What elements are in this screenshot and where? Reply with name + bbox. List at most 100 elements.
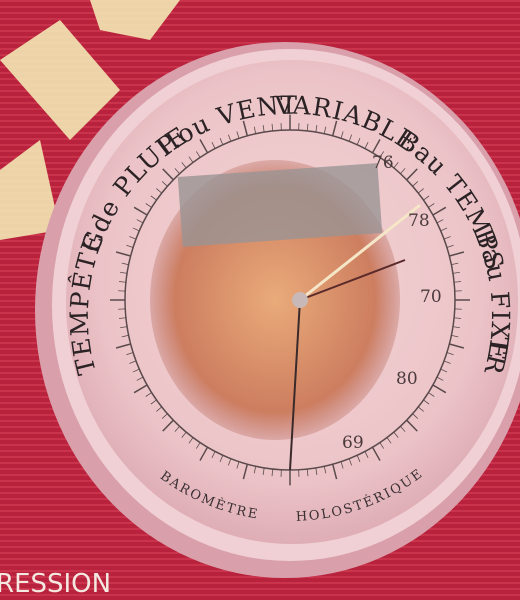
tick [126,352,134,356]
tick [371,446,381,461]
tick [195,151,201,158]
tick [454,281,462,283]
hub [292,292,308,308]
tick [253,126,257,134]
tick [356,137,361,145]
tick [423,399,430,405]
scale-number: 76 [372,153,394,173]
tick [162,419,174,432]
tick [432,384,447,394]
tick [348,458,353,466]
tick [145,203,152,208]
tick [340,461,344,469]
tick [129,360,137,364]
tick [129,236,137,240]
poster-shape [0,20,120,140]
tick [406,419,418,432]
tick [323,126,327,134]
tick [400,168,406,174]
poster-shape [0,140,60,240]
tick [315,124,318,133]
tick [371,139,381,154]
tick [443,236,451,240]
tick [211,451,216,459]
tick [306,468,309,477]
tick [156,188,163,194]
tick [132,368,140,373]
tick [199,139,209,154]
tick [120,271,128,274]
tick [443,360,451,364]
tick [323,466,327,474]
tick [219,137,224,145]
tick [446,352,454,356]
tick [242,120,249,137]
tick [118,317,126,319]
tick [417,188,424,194]
caption: RESSION [0,569,111,599]
tick [379,442,385,449]
tick [386,156,392,163]
tick [227,458,232,466]
tick [133,384,148,394]
tick [449,251,465,257]
tick [262,124,265,133]
tick [417,406,424,412]
tick [406,168,418,181]
tick [126,244,134,248]
tick [379,151,385,158]
tick [340,131,344,139]
tick [253,466,257,474]
tick [161,181,168,187]
scale-number: 70 [420,287,442,307]
tick [145,392,152,397]
tick [432,206,447,216]
tick [133,206,148,216]
tick [436,376,444,381]
tick [227,134,232,142]
tick [386,437,392,444]
tick [236,131,240,139]
tick [315,467,318,476]
tick [436,219,444,224]
tick [219,455,224,463]
tick [136,219,144,224]
tick [121,262,129,266]
set-hand [299,259,406,301]
tick [118,281,126,283]
scale-number: 78 [408,211,430,231]
tick [452,271,460,274]
tick [115,343,131,349]
tick [242,463,249,480]
tick [428,392,435,397]
tick [356,455,361,463]
poster-shape [90,0,180,40]
tick [454,317,462,319]
tick [400,426,406,432]
tick [451,262,459,266]
tick [199,446,209,461]
tick [156,406,163,412]
tick [440,368,448,373]
tick [150,399,157,405]
tick [161,413,168,419]
needle [299,203,421,302]
tick [181,162,187,169]
tick [331,463,338,480]
tick [364,451,369,459]
tick [271,123,274,132]
tick [188,437,194,444]
tick [449,343,465,349]
tick [211,141,216,149]
tick [348,134,353,142]
tick [120,326,128,329]
tick [423,195,430,201]
tick [412,181,419,187]
tick [174,426,180,432]
tick [181,431,187,438]
tick [162,168,174,181]
tick [393,431,399,438]
tick [331,120,338,137]
tick [115,251,131,257]
